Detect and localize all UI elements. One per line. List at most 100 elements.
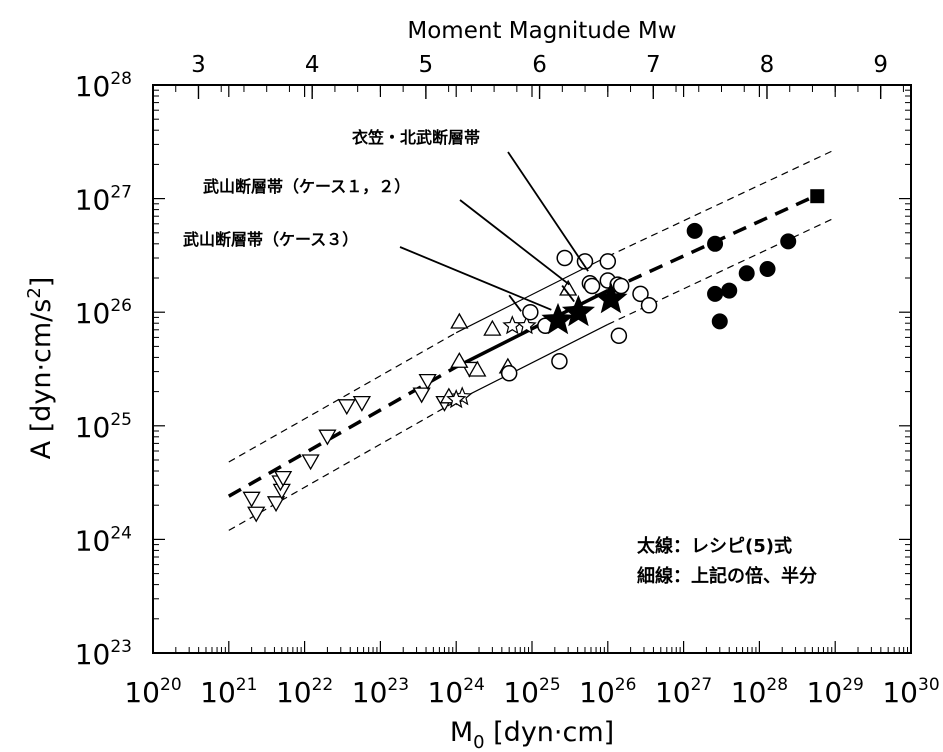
- x-axis-title: M0 [dyn·cm]: [450, 717, 614, 752]
- annotation-tick-mark: [508, 294, 522, 312]
- x-tick-label: 1030: [882, 675, 939, 709]
- annotation-leader-line: [507, 151, 589, 272]
- plot-frame: [152, 84, 912, 654]
- scaling-line-thin-solid: [455, 323, 609, 402]
- annotation-leader-line: [459, 199, 570, 286]
- x-axis-title-sub: 0: [473, 732, 484, 752]
- y-tick-exponent: 24: [110, 523, 132, 543]
- x-tick-label: 1029: [807, 675, 864, 709]
- y-tick-exponent: 26: [110, 296, 132, 316]
- open-star-marker: [446, 389, 467, 409]
- x-tick-mantissa: 10: [428, 676, 464, 709]
- y-tick-mantissa: 10: [75, 70, 111, 103]
- open-circle-marker: [500, 365, 518, 382]
- y-tick-label: 1027: [75, 183, 132, 217]
- mw-tick-label: 3: [191, 52, 206, 78]
- x-tick-mantissa: 10: [579, 676, 615, 709]
- filled-star-marker: [594, 281, 628, 314]
- y-tick-mantissa: 10: [75, 524, 111, 557]
- triangle-up-marker: [483, 319, 502, 336]
- triangle-up-marker: [450, 351, 469, 368]
- open-circle-marker: [576, 253, 594, 270]
- scaling-line-thin-dashed: [228, 332, 457, 463]
- mw-tick-label: 8: [760, 52, 775, 78]
- open-circle-marker: [640, 297, 658, 314]
- triangle-down-marker: [418, 373, 437, 390]
- triangle-down-marker: [337, 399, 356, 416]
- x-tick-exponent: 23: [387, 675, 409, 695]
- tick-labels: 1020 1021 1022 1023 1024 1025 1026 1027 1028 1029…: [75, 52, 940, 709]
- x-tick-mantissa: 10: [503, 676, 539, 709]
- annotation-tick-mark: [561, 285, 575, 303]
- y-tick-label: 1023: [75, 637, 132, 671]
- mw-tick-label: 7: [646, 52, 661, 78]
- triangle-up-marker: [468, 360, 487, 377]
- y-axis-title-main: A [dyn·cm/s: [26, 299, 57, 460]
- filled-circle-marker: [686, 222, 703, 239]
- filled-circle-marker: [707, 235, 724, 252]
- mw-tick-label: 9: [873, 52, 888, 78]
- open-circle-marker: [632, 285, 649, 303]
- y-tick-label: 1024: [75, 523, 132, 557]
- x-tick-mantissa: 10: [882, 676, 918, 709]
- filled-circle-marker: [721, 282, 738, 299]
- mw-tick-label: 5: [419, 52, 434, 78]
- y-axis-title-end: ]: [26, 277, 57, 288]
- y-tick-label: 1028: [75, 69, 132, 103]
- filled-circle-marker: [780, 233, 797, 250]
- triangle-down-marker: [273, 470, 293, 487]
- triangle-up-marker: [450, 312, 469, 329]
- x-tick-label: 1025: [503, 675, 560, 709]
- x-tick-label: 1020: [124, 675, 181, 709]
- y-tick-exponent: 23: [110, 637, 132, 657]
- y-tick-label: 1025: [75, 410, 132, 444]
- x-tick-exponent: 30: [918, 675, 940, 695]
- triangle-down-marker: [266, 496, 286, 513]
- legend-line-thick: 太線：レシピ(5)式: [637, 535, 792, 557]
- y-axis-title: A [dyn·cm/s2]: [24, 277, 57, 460]
- x-tick-label: 1028: [731, 675, 788, 709]
- triangle-down-marker: [301, 454, 320, 471]
- x-axis-title-rest: [dyn·cm]: [485, 717, 615, 748]
- open-circle-marker: [551, 353, 568, 370]
- mw-tick-label: 4: [305, 52, 320, 78]
- y-tick-label: 1026: [75, 296, 132, 330]
- filled-circle-marker: [707, 285, 724, 302]
- x-tick-label: 1022: [276, 675, 333, 709]
- triangle-down-marker: [412, 387, 431, 404]
- top-axis-title: Moment Magnitude Mw: [407, 18, 676, 44]
- triangle-down-marker: [352, 395, 372, 412]
- annotation-leaders: [399, 151, 589, 312]
- y-tick-mantissa: 10: [75, 297, 111, 330]
- open-circle-marker: [522, 303, 539, 321]
- annotation-takeyama-case12: 武山断層帯（ケース１，２）: [203, 177, 410, 196]
- x-tick-mantissa: 10: [807, 676, 843, 709]
- x-tick-exponent: 29: [842, 675, 864, 695]
- filled-circle-marker: [711, 313, 728, 330]
- x-tick-exponent: 27: [691, 675, 713, 695]
- x-tick-exponent: 26: [615, 675, 637, 695]
- x-tick-mantissa: 10: [655, 676, 691, 709]
- x-axis-title-main: M: [450, 717, 473, 748]
- scaling-line-thin-dashed: [607, 149, 836, 257]
- triangle-down-marker: [247, 506, 266, 523]
- x-tick-mantissa: 10: [276, 676, 312, 709]
- x-tick-label: 1027: [655, 675, 712, 709]
- filled-square-marker: [810, 189, 825, 204]
- data-markers: [242, 189, 825, 523]
- y-tick-mantissa: 10: [75, 411, 111, 444]
- filled-circle-marker: [759, 261, 776, 278]
- y-tick-mantissa: 10: [75, 638, 111, 671]
- x-tick-mantissa: 10: [200, 676, 236, 709]
- y-tick-exponent: 25: [110, 410, 132, 430]
- open-circle-marker: [583, 277, 601, 295]
- x-tick-exponent: 25: [539, 675, 561, 695]
- open-circle-marker: [556, 249, 573, 267]
- open-circle-marker: [612, 277, 630, 295]
- x-tick-exponent: 24: [463, 675, 485, 695]
- open-circle-marker: [610, 327, 628, 345]
- y-tick-exponent: 27: [110, 183, 132, 203]
- x-tick-exponent: 21: [236, 675, 258, 695]
- scaling-line-thin-dashed: [228, 400, 457, 531]
